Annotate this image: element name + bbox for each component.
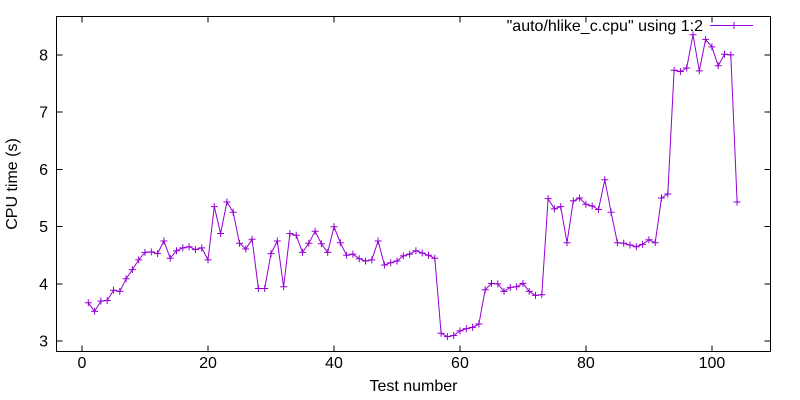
x-axis-tick-label: 100	[699, 355, 726, 372]
y-axis-tick-label: 8	[39, 47, 48, 64]
legend-label: "auto/hlike_c.cpu" using 1:2	[507, 18, 703, 35]
x-axis-tick-label: 20	[199, 355, 217, 372]
y-axis-tick-label: 3	[39, 334, 48, 351]
x-axis-tick-label: 60	[451, 355, 469, 372]
legend-point-marker	[730, 22, 738, 29]
y-axis-tick-label: 7	[39, 105, 48, 122]
y-axis-tick-label: 4	[39, 276, 48, 293]
x-axis-title: Test number	[369, 378, 458, 395]
y-axis-tick-label: 6	[39, 162, 48, 179]
x-axis-tick-label: 80	[577, 355, 595, 372]
y-axis-title: CPU time (s)	[4, 138, 21, 230]
x-axis-tick-label: 0	[78, 355, 87, 372]
data-point-markers	[84, 31, 741, 341]
x-axis-tick-label: 40	[325, 355, 343, 372]
plot-border	[56, 16, 771, 352]
y-axis-tick-label: 5	[39, 219, 48, 236]
